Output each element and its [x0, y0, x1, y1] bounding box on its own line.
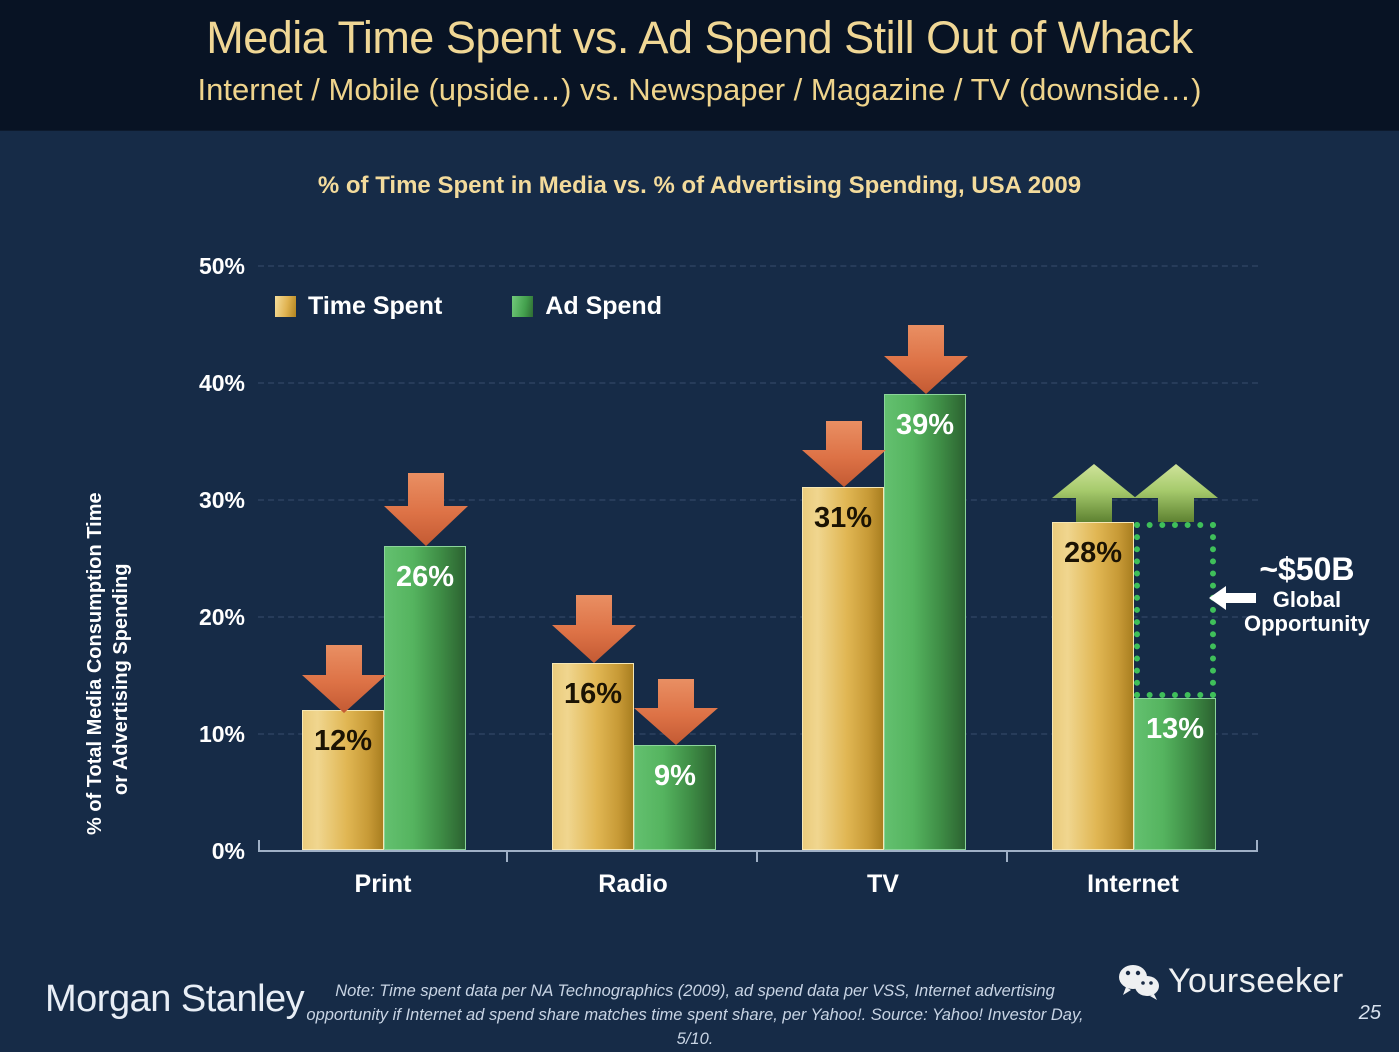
page-number: 25: [1358, 1002, 1381, 1024]
x-axis-tick-3: [1006, 850, 1008, 862]
legend-swatch-time-spent-icon: [275, 296, 296, 317]
x-axis-tick-start: [258, 840, 260, 852]
page-title: Media Time Spent vs. Ad Spend Still Out …: [206, 12, 1193, 63]
x-axis-tick-1: [506, 850, 508, 862]
footnote: Note: Time spent data per NA Technograph…: [300, 980, 1090, 1052]
gridline-40: [258, 382, 1258, 384]
bar-radio-ad-spend[interactable]: 9%: [634, 745, 716, 850]
footnote-line-2: spend share matches time spent share, pe…: [488, 1005, 1084, 1048]
legend-label-time-spent: Time Spent: [308, 292, 443, 320]
gridline-20: [258, 616, 1258, 618]
bar-internet-ad-spend[interactable]: 13%: [1134, 698, 1216, 850]
down-arrow-tv-ad-spend: [884, 325, 968, 394]
legend-item-ad-spend[interactable]: Ad Spend: [512, 292, 662, 321]
up-arrow-internet-ad-spend: [1134, 464, 1218, 522]
x-axis-tick-end: [1256, 840, 1258, 852]
plot-area: 12% 26% 16% 9% 31% 39% 28% 13%: [258, 265, 1258, 862]
y-axis-caption-line-1: % of Total Media Consumption Time: [84, 492, 106, 835]
wechat-icon: [1119, 964, 1159, 1000]
x-axis-line: [258, 850, 1258, 852]
watermark-text: Yourseeker: [1168, 962, 1344, 1000]
down-arrow-tv-time-spent: [802, 421, 886, 487]
opportunity-annotation: ~$50B Global Opportunity: [1244, 551, 1370, 637]
opportunity-box: [1134, 522, 1216, 698]
bar-internet-time-spent[interactable]: 28%: [1052, 522, 1134, 850]
bar-print-time-spent[interactable]: 12%: [302, 710, 384, 850]
legend-swatch-ad-spend-icon: [512, 296, 534, 317]
y-tick-30: 30%: [198, 487, 245, 513]
bar-value-radio-time-spent: 16%: [563, 678, 623, 710]
morgan-stanley-logo: Morgan Stanley: [45, 978, 305, 1020]
legend-item-time-spent[interactable]: Time Spent: [275, 292, 442, 321]
chart-title: % of Time Spent in Media vs. % of Advert…: [317, 172, 1082, 199]
y-tick-0: 0%: [211, 838, 245, 864]
category-label-print: Print: [354, 870, 412, 898]
bar-value-print-time-spent: 12%: [313, 725, 373, 757]
bar-print-ad-spend[interactable]: 26%: [384, 546, 466, 850]
category-label-tv: TV: [867, 870, 899, 898]
bar-tv-ad-spend[interactable]: 39%: [884, 394, 966, 850]
left-arrow-icon: [1209, 586, 1256, 610]
y-axis-caption: % of Total Media Consumption Time or Adv…: [62, 265, 132, 850]
y-tick-20: 20%: [198, 604, 245, 630]
y-tick-10: 10%: [198, 721, 245, 747]
legend-label-ad-spend: Ad Spend: [545, 292, 662, 320]
down-arrow-radio-ad-spend: [634, 679, 718, 745]
footnote-line-1: Note: Time spent data per NA Technograph…: [306, 982, 1055, 1024]
down-arrow-radio-time-spent: [552, 595, 636, 663]
up-arrow-internet-time-spent: [1052, 464, 1136, 522]
category-label-radio: Radio: [598, 870, 668, 898]
bar-value-print-ad-spend: 26%: [395, 561, 455, 593]
bar-value-internet-ad-spend: 13%: [1145, 713, 1205, 745]
bar-value-radio-ad-spend: 9%: [654, 760, 696, 792]
bar-value-tv-ad-spend: 39%: [895, 409, 955, 441]
gridline-10: [258, 733, 1258, 735]
category-label-internet: Internet: [1087, 870, 1179, 898]
opportunity-amount: ~$50B: [1259, 551, 1355, 587]
gridline-30: [258, 499, 1258, 501]
chart-legend: Time Spent Ad Spend: [275, 292, 662, 321]
gridline-50: [258, 265, 1258, 267]
watermark: Yourseeker: [1118, 962, 1344, 1001]
bar-tv-time-spent[interactable]: 31%: [802, 487, 884, 850]
opportunity-line-2: Global: [1272, 586, 1342, 612]
y-tick-40: 40%: [198, 370, 245, 396]
page-subtitle: Internet / Mobile (upside…) vs. Newspape…: [197, 72, 1202, 107]
bar-value-tv-time-spent: 31%: [813, 502, 873, 534]
y-tick-50: 50%: [198, 253, 245, 279]
bar-radio-time-spent[interactable]: 16%: [552, 663, 634, 850]
down-arrow-print-ad-spend: [384, 473, 468, 546]
bar-value-internet-time-spent: 28%: [1063, 537, 1123, 569]
opportunity-line-3: Opportunity: [1244, 611, 1370, 637]
down-arrow-print-time-spent: [302, 645, 386, 713]
x-axis-tick-2: [756, 850, 758, 862]
header-band: [0, 0, 1399, 131]
y-axis-caption-line-2: or Advertising Spending: [110, 563, 132, 796]
